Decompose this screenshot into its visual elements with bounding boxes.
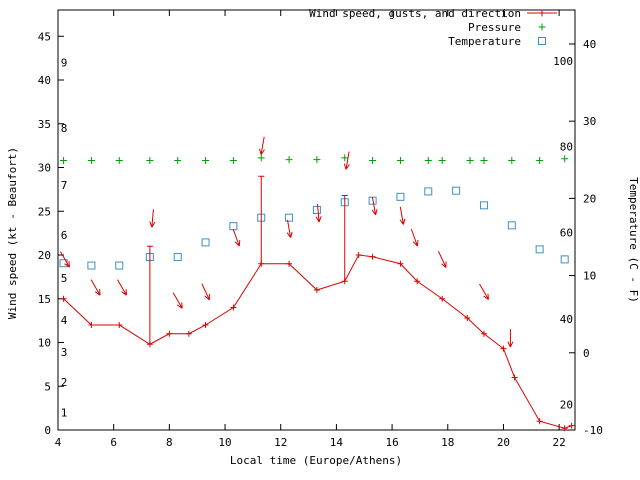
fahrenheit-scale-label: 40 bbox=[560, 313, 573, 326]
svg-text:30: 30 bbox=[583, 115, 596, 128]
beaufort-scale-label: 3 bbox=[61, 346, 68, 359]
svg-text:6: 6 bbox=[110, 436, 117, 449]
fahrenheit-scale-label: 20 bbox=[560, 399, 573, 412]
wind-series bbox=[60, 252, 575, 432]
fahrenheit-scale-label: 80 bbox=[560, 141, 573, 154]
legend-label-pressure: Pressure bbox=[468, 21, 521, 34]
beaufort-scale-label: 6 bbox=[61, 229, 68, 242]
svg-text:22: 22 bbox=[553, 436, 566, 449]
legend-samples bbox=[527, 9, 557, 45]
svg-text:45: 45 bbox=[38, 30, 51, 43]
svg-text:0: 0 bbox=[583, 347, 590, 360]
svg-text:16: 16 bbox=[385, 436, 398, 449]
svg-text:20: 20 bbox=[38, 249, 51, 262]
svg-text:10: 10 bbox=[218, 436, 231, 449]
legend-label-wind: Wind speed, gusts, and direction bbox=[309, 7, 521, 20]
svg-text:-10: -10 bbox=[583, 424, 603, 437]
beaufort-scale-label: 8 bbox=[61, 122, 68, 135]
beaufort-scale-label: 9 bbox=[61, 57, 68, 70]
beaufort-scale-label: 7 bbox=[61, 179, 68, 192]
wind-direction-arrows bbox=[60, 136, 514, 348]
y-axis-label-left: Wind speed (kt - Beaufort) bbox=[6, 147, 19, 319]
axis-ticks bbox=[57, 10, 575, 431]
pressure-series bbox=[60, 154, 569, 164]
fahrenheit-scale-label: 100 bbox=[553, 55, 573, 68]
svg-text:15: 15 bbox=[38, 293, 51, 306]
legend-label-temperature: Temperature bbox=[448, 35, 521, 48]
fahrenheit-scale-label: 60 bbox=[560, 226, 573, 239]
beaufort-scale-label: 2 bbox=[61, 376, 68, 389]
beaufort-scale-label: 1 bbox=[61, 407, 68, 420]
x-axis-label: Local time (Europe/Athens) bbox=[230, 454, 402, 467]
svg-text:35: 35 bbox=[38, 118, 51, 131]
y-axis-label-right: Temperature (C - F) bbox=[627, 177, 640, 303]
svg-text:40: 40 bbox=[583, 38, 596, 51]
svg-text:14: 14 bbox=[330, 436, 344, 449]
svg-text:0: 0 bbox=[44, 424, 51, 437]
beaufort-scale-label: 4 bbox=[61, 314, 68, 327]
temperature-series bbox=[59, 186, 569, 270]
svg-text:10: 10 bbox=[38, 337, 51, 350]
svg-text:25: 25 bbox=[38, 205, 51, 218]
plot-border bbox=[57, 9, 576, 431]
axis-tick-labels: 4 6 8 10 12 14 16 18 20 22051015202530354045-1001… bbox=[38, 30, 603, 449]
svg-text:40: 40 bbox=[38, 74, 51, 87]
svg-text:18: 18 bbox=[441, 436, 454, 449]
svg-text:20: 20 bbox=[583, 192, 596, 205]
svg-text:5: 5 bbox=[44, 380, 51, 393]
beaufort-scale-label: 5 bbox=[61, 272, 68, 285]
svg-text:8: 8 bbox=[166, 436, 173, 449]
svg-text:4: 4 bbox=[55, 436, 62, 449]
gust-bars bbox=[146, 175, 348, 345]
svg-text:20: 20 bbox=[497, 436, 510, 449]
svg-text:12: 12 bbox=[274, 436, 287, 449]
svg-text:30: 30 bbox=[38, 162, 51, 175]
svg-text:10: 10 bbox=[583, 270, 596, 283]
